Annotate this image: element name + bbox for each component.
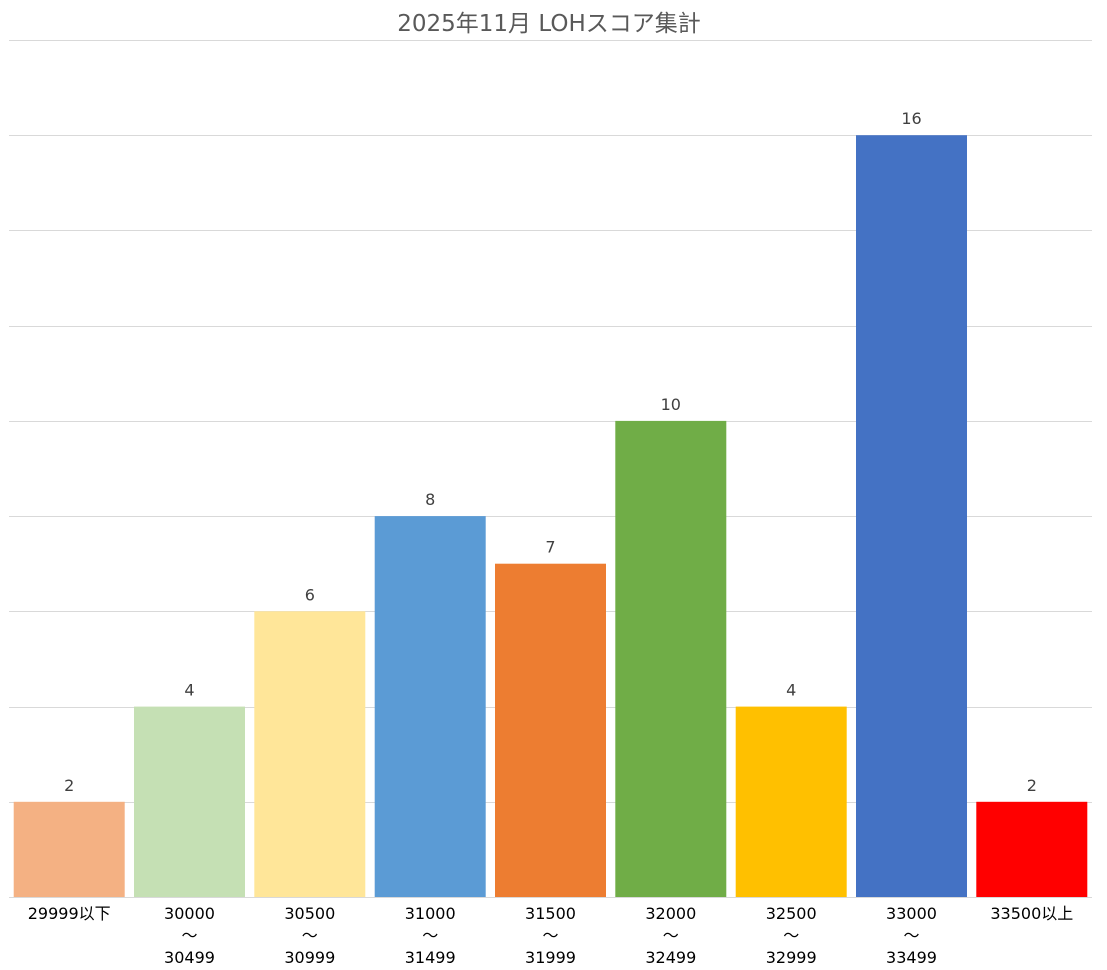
- bar: [735, 706, 847, 897]
- chart-title: 2025年11月 LOHスコア集計: [397, 11, 701, 37]
- data-label: 6: [305, 585, 315, 604]
- x-tick-label-line: 33499: [886, 948, 937, 967]
- x-tick-label: 32500 〜 32999: [766, 904, 817, 967]
- x-tick-label-line: 32000: [645, 904, 696, 923]
- x-tick-label-line: 29999以下: [28, 904, 111, 923]
- data-label: 16: [901, 109, 921, 128]
- x-tick-label-line: 31499: [405, 948, 456, 967]
- x-tick-label-line: 32999: [766, 948, 817, 967]
- x-tick-label: 31000 〜 31499: [405, 904, 456, 967]
- bar: [976, 801, 1088, 897]
- data-labels: 2 4 6 8 7 10 4 16 2: [64, 109, 1037, 795]
- x-tick-label: 32000 〜 32499: [645, 904, 696, 967]
- bar: [615, 420, 727, 897]
- x-tick-label-line: 〜: [181, 926, 197, 945]
- data-label: 7: [545, 538, 555, 557]
- x-tick-label-line: 33500以上: [990, 904, 1073, 923]
- x-tick-label-line: 30000: [164, 904, 215, 923]
- data-label: 4: [184, 681, 194, 700]
- x-tick-label-line: 〜: [302, 926, 318, 945]
- data-label: 2: [1027, 776, 1037, 795]
- x-tick-label: 33500以上: [990, 904, 1073, 923]
- bar: [856, 135, 967, 897]
- x-tick-label: 30500 〜 30999: [284, 904, 335, 967]
- data-label: 2: [64, 776, 74, 795]
- bar: [13, 801, 125, 897]
- x-tick-label: 29999以下: [28, 904, 111, 923]
- x-tick-label: 31500 〜 31999: [525, 904, 576, 967]
- x-tick-labels: 29999以下 30000 〜 30499 30500 〜 30999 31000 〜 31499…: [28, 904, 1074, 967]
- bar: [495, 563, 606, 897]
- bar: [134, 706, 245, 897]
- data-label: 8: [425, 490, 435, 509]
- x-tick-label-line: 〜: [542, 926, 558, 945]
- x-tick-label-line: 32499: [645, 948, 696, 967]
- x-tick-label-line: 〜: [663, 926, 679, 945]
- bar: [254, 611, 366, 897]
- x-tick-label-line: 〜: [422, 926, 438, 945]
- x-tick-label-line: 31000: [405, 904, 456, 923]
- bar: [374, 516, 486, 897]
- bars: [13, 135, 1088, 897]
- x-tick-label-line: 33000: [886, 904, 937, 923]
- x-tick-label-line: 〜: [903, 926, 919, 945]
- data-label: 10: [661, 395, 681, 414]
- x-tick-label: 30000 〜 30499: [164, 904, 215, 967]
- x-tick-label-line: 30500: [284, 904, 335, 923]
- x-tick-label-line: 31999: [525, 948, 576, 967]
- x-tick-label-line: 〜: [783, 926, 799, 945]
- x-tick-label-line: 30499: [164, 948, 215, 967]
- x-tick-label-line: 32500: [766, 904, 817, 923]
- x-tick-label-line: 31500: [525, 904, 576, 923]
- x-tick-label-line: 30999: [284, 948, 335, 967]
- x-tick-label: 33000 〜 33499: [886, 904, 937, 967]
- data-label: 4: [786, 681, 796, 700]
